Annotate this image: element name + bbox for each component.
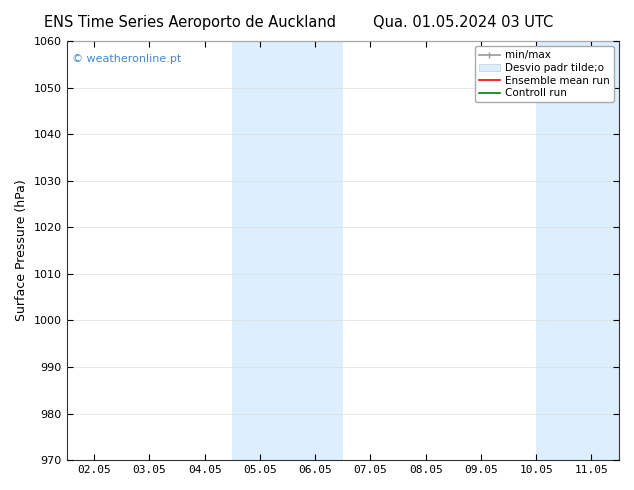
- Text: ENS Time Series Aeroporto de Auckland: ENS Time Series Aeroporto de Auckland: [44, 15, 336, 30]
- Bar: [232, 41, 343, 460]
- Bar: [536, 41, 619, 460]
- Text: Qua. 01.05.2024 03 UTC: Qua. 01.05.2024 03 UTC: [373, 15, 553, 30]
- Y-axis label: Surface Pressure (hPa): Surface Pressure (hPa): [15, 180, 28, 321]
- Legend: min/max, Desvio padr tilde;o, Ensemble mean run, Controll run: min/max, Desvio padr tilde;o, Ensemble m…: [475, 46, 614, 102]
- Text: © weatheronline.pt: © weatheronline.pt: [72, 53, 181, 64]
